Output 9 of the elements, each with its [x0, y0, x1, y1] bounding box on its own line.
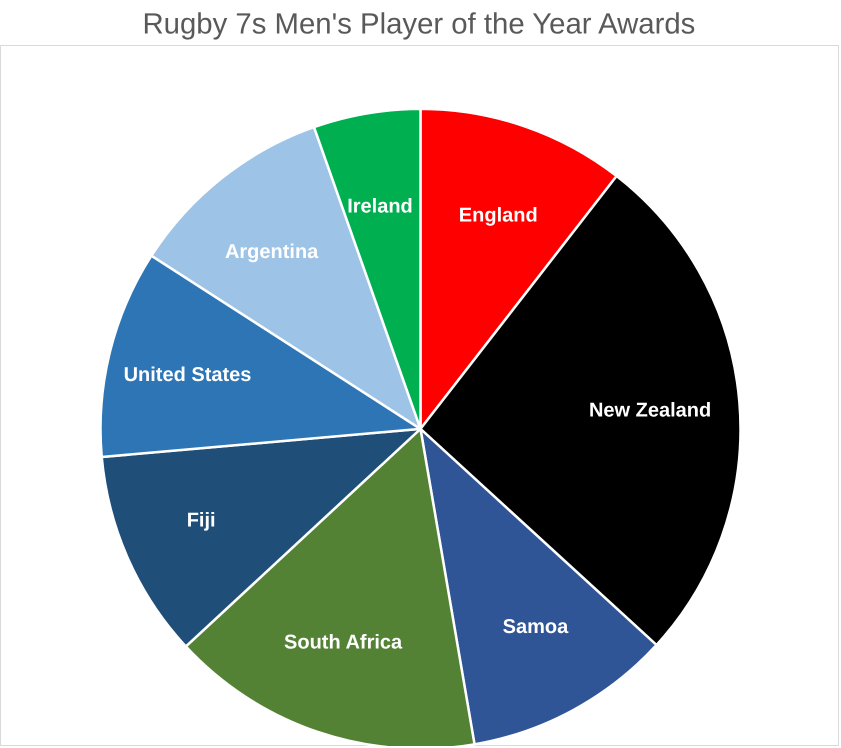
slice-label: South Africa — [284, 631, 404, 654]
slice-label: England — [458, 204, 538, 227]
slice-label: New Zealand — [588, 400, 712, 422]
slice-label: Fiji — [186, 509, 216, 532]
slice-label: Samoa — [502, 616, 570, 638]
slice-label: Ireland — [347, 196, 413, 218]
chart-title: Rugby 7s Men's Player of the Year Awards — [142, 8, 696, 40]
slice-label: United States — [124, 364, 252, 386]
slice-label: Argentina — [224, 241, 320, 263]
